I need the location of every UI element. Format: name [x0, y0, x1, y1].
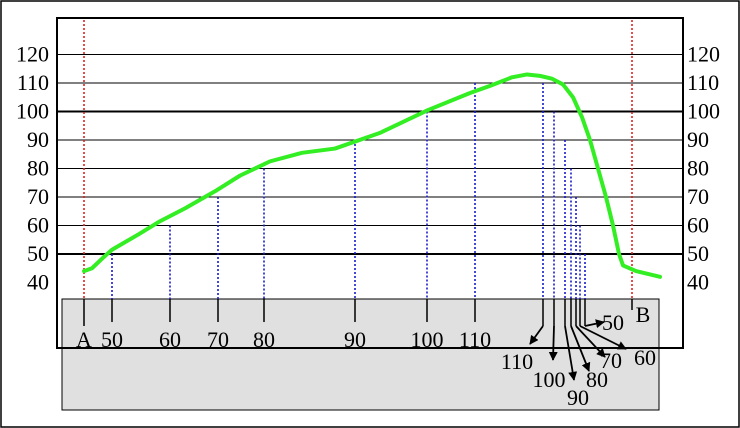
left-elevation-scale: 40 50 60 70 80 90 100 110 120 — [16, 42, 49, 295]
contour-label-50: 50 — [602, 310, 624, 335]
contour-label-60: 60 — [634, 345, 656, 370]
contour-label-110: 110 — [459, 327, 491, 352]
contour-label-50: 50 — [101, 327, 123, 352]
contour-arrow-70 — [575, 325, 606, 358]
left-scale-label: 110 — [17, 70, 49, 95]
base-panel — [61, 298, 660, 411]
right-scale-label: 110 — [687, 70, 719, 95]
endpoint-label-b: B — [636, 302, 651, 327]
contour-arrow-80 — [570, 325, 591, 372]
right-scale-label: 50 — [687, 241, 709, 266]
right-scale-label: 60 — [687, 213, 709, 238]
left-scale-label: 80 — [27, 156, 49, 181]
right-scale-label: 120 — [687, 42, 720, 67]
left-scale-label: 120 — [16, 42, 49, 67]
endpoint-label-a: A — [76, 327, 92, 352]
contour-label-80: 80 — [586, 367, 608, 392]
left-scale-label: 60 — [27, 213, 49, 238]
contour-label-100: 100 — [533, 367, 566, 392]
contour-arrow-100 — [548, 325, 558, 361]
right-scale-label: 100 — [687, 99, 720, 124]
right-scale-label: 90 — [687, 127, 709, 152]
contour-label-110: 110 — [501, 349, 533, 374]
elevation-profile-line — [82, 72, 662, 279]
elevation-grid — [57, 54, 683, 255]
right-scale-label: 70 — [687, 184, 709, 209]
right-scale-label: 80 — [687, 156, 709, 181]
left-scale-label: 100 — [16, 99, 49, 124]
contour-arrow-50 — [584, 319, 605, 329]
left-scale-label: 40 — [27, 270, 49, 295]
contour-label-70: 70 — [207, 327, 229, 352]
profile-box — [56, 17, 684, 349]
contour-drop-lines — [111, 83, 586, 299]
contour-arrow-60 — [579, 325, 627, 350]
right-scale-label: 40 — [687, 270, 709, 295]
contour-label-90: 90 — [344, 327, 366, 352]
contour-arrow-90 — [564, 325, 578, 381]
right-elevation-scale: 40 50 60 70 80 90 100 110 120 — [687, 42, 720, 295]
contour-base-ticks — [111, 299, 586, 326]
contour-label-80: 80 — [253, 327, 275, 352]
contour-label-100: 100 — [411, 327, 444, 352]
left-scale-label: 70 — [27, 184, 49, 209]
left-scale-label: 90 — [27, 127, 49, 152]
ascending-contour-labels: 50 60 70 80 90 100 110 — [101, 327, 491, 352]
contour-label-90: 90 — [567, 385, 589, 410]
contour-label-70: 70 — [600, 348, 622, 373]
contour-label-60: 60 — [159, 327, 181, 352]
left-scale-label: 50 — [27, 241, 49, 266]
contour-arrow-110 — [529, 325, 544, 345]
